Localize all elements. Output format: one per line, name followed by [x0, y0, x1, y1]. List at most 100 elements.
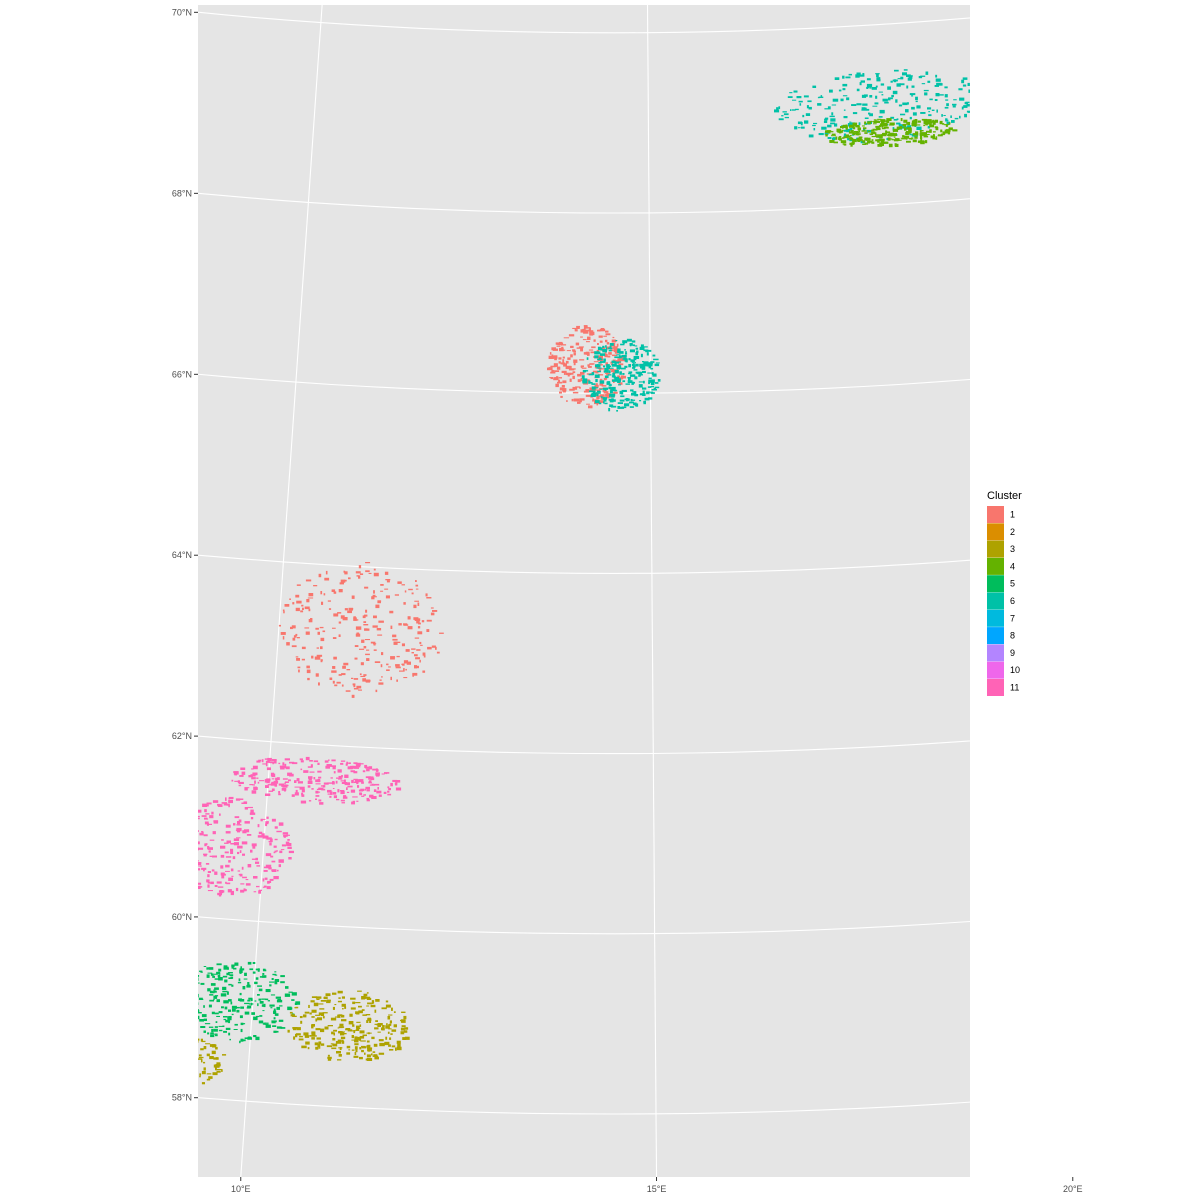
cluster-pixel	[148, 968, 150, 970]
cluster-pixel	[184, 1013, 187, 1014]
cluster-pixel	[291, 794, 295, 797]
cluster-pixel	[300, 800, 307, 804]
cluster-pixel	[237, 870, 241, 872]
cluster-pixel	[363, 674, 367, 676]
cluster-pixel	[217, 974, 221, 978]
cluster-pixel	[427, 646, 432, 650]
cluster-pixel	[936, 109, 938, 113]
cluster-pixel	[361, 639, 365, 643]
cluster-pixel	[639, 400, 642, 402]
cluster-pixel	[391, 1007, 393, 1011]
cluster-pixel	[222, 990, 228, 993]
cluster-pixel	[135, 1054, 140, 1057]
cluster-pixel	[249, 784, 254, 786]
cluster-pixel	[182, 855, 187, 857]
cluster-pixel	[322, 785, 326, 788]
cluster-pixel	[244, 1037, 250, 1039]
cluster-pixel	[5, 1074, 8, 1077]
cluster-pixel	[162, 1044, 165, 1047]
cluster-pixel	[933, 135, 935, 139]
cluster-pixel	[141, 1033, 143, 1036]
cluster-pixel	[629, 406, 634, 408]
cluster-pixel	[333, 1032, 335, 1036]
cluster-pixel	[281, 785, 283, 787]
cluster-pixel	[926, 130, 932, 133]
cluster-pixel	[586, 403, 590, 405]
cluster-pixel	[104, 1069, 108, 1071]
cluster-pixel	[45, 935, 48, 938]
cluster-pixel	[629, 401, 634, 404]
cluster-pixel	[403, 602, 406, 605]
cluster-pixel	[157, 963, 159, 964]
cluster-pixel	[295, 594, 300, 598]
cluster-pixel	[91, 1066, 94, 1069]
cluster-pixel	[378, 682, 384, 685]
cluster-pixel	[265, 823, 268, 827]
cluster-pixel	[375, 768, 378, 772]
cluster-pixel	[602, 397, 608, 400]
cluster-pixel	[569, 365, 572, 370]
cluster-pixel	[100, 804, 105, 808]
cluster-pixel	[943, 132, 945, 135]
cluster-pixel	[198, 982, 200, 984]
cluster-pixel	[872, 105, 878, 107]
cluster-pixel	[103, 797, 107, 800]
cluster-pixel	[184, 1059, 188, 1062]
cluster-pixel	[610, 389, 615, 392]
cluster-pixel	[172, 1078, 175, 1081]
cluster-pixel	[843, 129, 848, 132]
cluster-pixel	[332, 627, 336, 629]
cluster-pixel	[830, 122, 836, 125]
cluster-pixel	[112, 839, 117, 841]
cluster-pixel	[621, 391, 624, 395]
cluster-pixel	[327, 793, 331, 795]
cluster-pixel	[239, 992, 242, 996]
cluster-pixel	[366, 1020, 369, 1023]
cluster-pixel	[212, 831, 216, 835]
cluster-pixel	[642, 393, 646, 396]
cluster-pixel	[230, 891, 233, 893]
cluster-pixel	[127, 1068, 129, 1070]
cluster-pixel	[551, 369, 554, 373]
cluster-pixel	[393, 1024, 397, 1028]
cluster-pixel	[48, 1071, 51, 1073]
cluster-pixel	[271, 773, 274, 777]
cluster-pixel	[382, 1025, 385, 1028]
cluster-pixel	[355, 1029, 360, 1031]
cluster-pixel	[163, 1002, 166, 1005]
cluster-pixel	[278, 1019, 284, 1022]
cluster-pixel	[357, 785, 360, 788]
cluster-pixel	[641, 367, 646, 370]
cluster-pixel	[332, 1043, 338, 1047]
cluster-pixel	[576, 326, 580, 329]
cluster-pixel	[1, 1069, 5, 1072]
cluster-pixel	[188, 1003, 194, 1006]
cluster-pixel	[109, 1062, 114, 1064]
cluster-pixel	[304, 627, 310, 629]
cluster-pixel	[619, 390, 622, 395]
cluster-pixel	[98, 831, 103, 832]
cluster-pixel	[563, 363, 567, 367]
cluster-pixel	[783, 113, 789, 116]
cluster-pixel	[214, 1033, 218, 1035]
cluster-pixel	[346, 1052, 351, 1055]
cluster-pixel	[157, 971, 161, 973]
cluster-pixel	[613, 346, 616, 349]
cluster-pixel	[163, 986, 166, 988]
cluster-pixel	[362, 615, 366, 619]
cluster-pixel	[371, 596, 375, 600]
cluster-pixel	[386, 1023, 388, 1026]
cluster-pixel	[230, 868, 234, 872]
cluster-pixel	[373, 1054, 378, 1057]
cluster-pixel	[187, 1047, 189, 1050]
cluster-pixel	[620, 359, 626, 362]
cluster-pixel	[221, 1006, 224, 1009]
cluster-pixel	[298, 1038, 304, 1041]
cluster-pixel	[952, 103, 957, 106]
cluster-pixel	[320, 646, 323, 650]
cluster-pixel	[351, 677, 354, 679]
cluster-pixel	[290, 1014, 295, 1017]
cluster-pixel	[278, 762, 281, 765]
cluster-pixel	[141, 974, 143, 976]
cluster-region	[75, 791, 145, 845]
